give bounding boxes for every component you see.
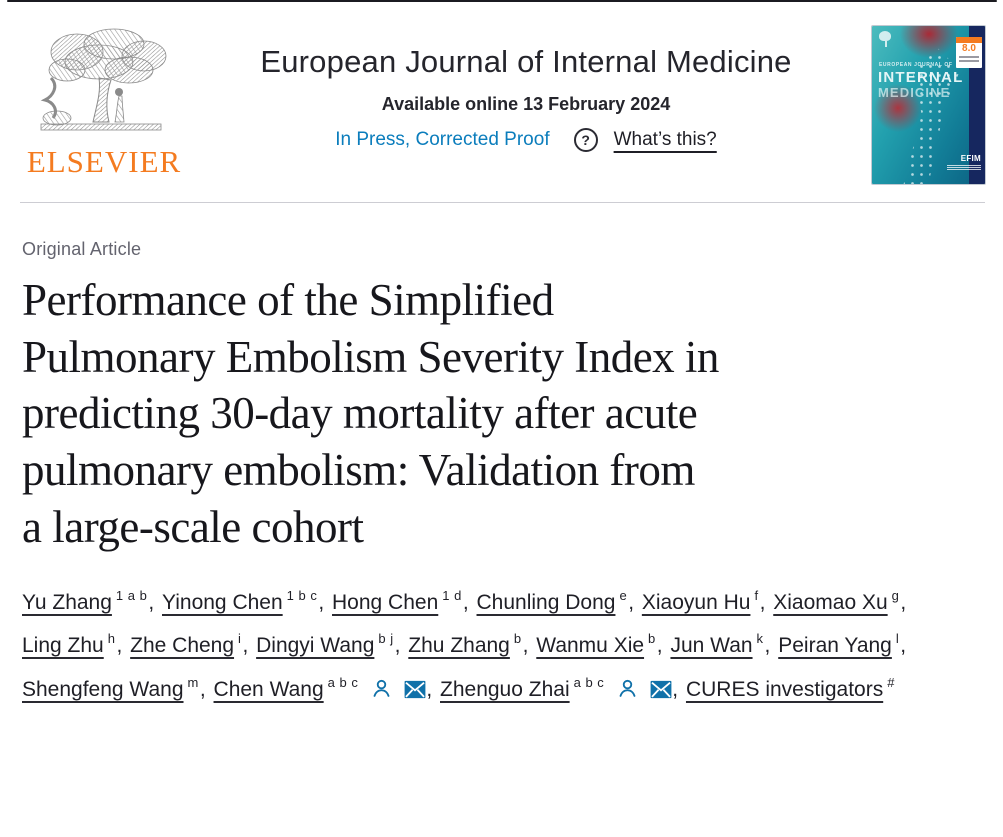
author-profile-icon[interactable] [617,671,638,714]
author-link[interactable]: Wanmu Xie [536,634,645,658]
journal-header: ELSEVIER European Journal of Internal Me… [0,0,1003,198]
publication-status-row: In Press, Corrected Proof ? What’s this? [188,128,864,152]
author-separator: , [900,634,907,658]
author-separator: , [900,591,907,615]
author-superscript: a b c [573,674,605,690]
author-entry: Yinong Chen 1 b c [162,588,318,615]
author-entry: Hong Chen 1 d [332,588,463,615]
author-list: Yu Zhang 1 a b, Yinong Chen 1 b c, Hong Ch… [22,581,927,713]
article-head: Original Article Performance of the Simp… [0,239,1003,714]
elsevier-tree-icon [40,28,167,131]
author-entry: Xiaoyun Hu f [641,588,760,615]
author-separator: , [672,677,684,701]
author-entry: Yu Zhang 1 a b [22,588,148,615]
author-link[interactable]: Peiran Yang [778,634,892,658]
author-link[interactable]: Xiaoyun Hu [641,591,751,615]
author-superscript: e [619,588,628,604]
author-link[interactable]: Zhu Zhang [408,634,510,658]
cover-elsevier-mini-logo [879,31,893,49]
author-entry: Zhe Cheng i [130,631,242,658]
article-title: Performance of the Simplified Pulmonary … [22,275,719,552]
author-separator: , [628,591,640,615]
author-entry: Chunling Dong e [476,588,629,615]
author-superscript: f [754,588,759,604]
elsevier-logo[interactable]: ELSEVIER [20,26,188,180]
author-link[interactable]: Zhenguo Zhai [440,677,570,701]
author-superscript: a b c [327,674,359,690]
author-separator: , [394,634,407,658]
author-superscript: b j [378,631,394,647]
author-entry: Dingyi Wang b j [256,631,395,658]
author-separator: , [426,677,439,701]
author-superscript: b [513,631,522,647]
author-separator: , [764,634,777,658]
header-divider [20,202,985,203]
author-profile-icon[interactable] [371,671,392,714]
author-entry: Chen Wang a b c [213,674,427,701]
journal-header-center: European Journal of Internal Medicine Av… [188,26,864,152]
author-separator: , [522,634,535,658]
email-author-icon[interactable] [404,671,426,714]
author-link[interactable]: Yinong Chen [162,591,283,615]
cover-journal-title-line1: INTERNAL [878,69,964,86]
author-superscript: m [187,674,199,690]
author-separator: , [199,677,212,701]
author-entry: Wanmu Xie b [536,631,657,658]
author-entry: Shengfeng Wang m [22,674,200,701]
author-link[interactable]: CURES investigators [685,677,884,701]
author-superscript: # [887,674,895,690]
author-separator: , [148,591,160,615]
author-superscript: i [238,631,242,647]
elsevier-wordmark: ELSEVIER [26,144,182,179]
cover-journal-kicker: EUROPEAN JOURNAL OF [879,62,953,68]
in-press-link[interactable]: In Press, Corrected Proof [335,129,550,150]
author-separator: , [759,591,772,615]
page-top-border [7,0,997,2]
author-entry: CURES investigators # [685,674,896,701]
author-separator: , [656,634,669,658]
author-entry: Peiran Yang l [778,631,900,658]
question-mark-icon[interactable]: ? [573,128,598,152]
author-superscript: h [107,631,116,647]
author-superscript: 1 a b [115,588,148,604]
author-superscript: 1 b c [286,588,318,604]
email-author-icon[interactable] [650,671,672,714]
author-entry: Zhu Zhang b [408,631,522,658]
author-link[interactable]: Zhe Cheng [130,634,235,658]
author-superscript: l [895,631,900,647]
author-link[interactable]: Ling Zhu [22,634,104,658]
article-type-label: Original Article [22,239,142,259]
author-link[interactable]: Yu Zhang [22,591,112,615]
cover-journal-title-line2: MEDICINE [878,85,951,100]
author-link[interactable]: Shengfeng Wang [22,677,184,701]
author-superscript: b [648,631,656,647]
author-superscript: 1 d [442,588,462,604]
author-entry: Jun Wan k [670,631,764,658]
author-separator: , [462,591,475,615]
journal-cover-image[interactable]: EUROPEAN JOURNAL OF INTERNAL MEDICINE 8.… [872,26,985,184]
impact-factor-value: 8.0 [962,43,976,54]
author-link[interactable]: Chunling Dong [476,591,616,615]
author-superscript: g [891,588,900,604]
cover-red-blob [900,26,958,58]
whats-this-link[interactable]: What’s this? [613,129,717,150]
journal-title-link[interactable]: European Journal of Internal Medicine [260,44,792,79]
author-entry: Zhenguo Zhai a b c [440,674,672,701]
author-separator: , [116,634,129,658]
author-entry: Xiaomao Xu g [773,588,900,615]
author-entry: Ling Zhu h [22,631,116,658]
cover-red-blob [874,84,922,132]
author-separator: , [242,634,255,658]
author-link[interactable]: Hong Chen [332,591,439,615]
author-link[interactable]: Chen Wang [213,677,324,701]
available-online-date: Available online 13 February 2024 [381,94,671,114]
author-superscript: k [756,631,764,647]
author-separator: , [318,591,331,615]
impact-factor-badge: 8.0 [956,37,982,68]
efim-logo: EFIM [947,154,981,170]
author-link[interactable]: Xiaomao Xu [773,591,888,615]
author-link[interactable]: Dingyi Wang [256,634,375,658]
author-link[interactable]: Jun Wan [670,634,753,658]
